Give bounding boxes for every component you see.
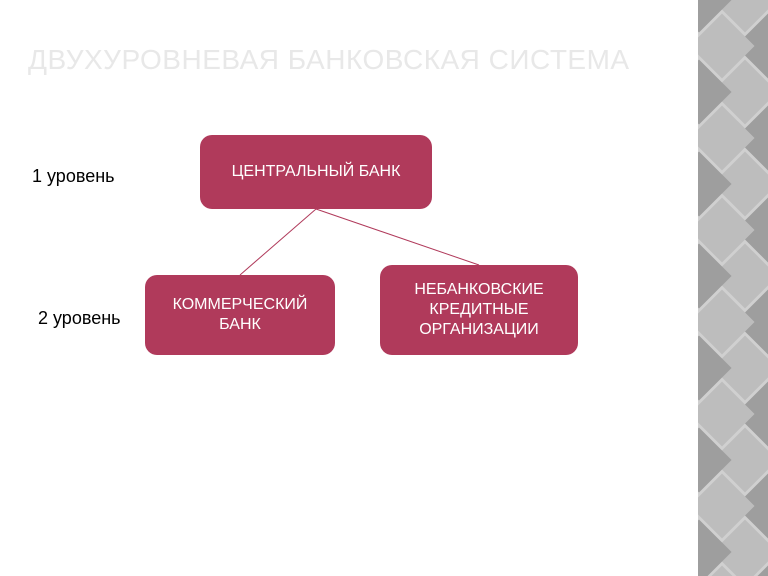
node-nonbank-credit-orgs: НЕБАНКОВСКИЕ КРЕДИТНЫЕ ОРГАНИЗАЦИИ: [380, 265, 578, 355]
slide: ДВУХУРОВНЕВАЯ БАНКОВСКАЯ СИСТЕМА 1 урове…: [0, 0, 768, 576]
level2-label: 2 уровень: [38, 308, 121, 329]
node-commercial-bank: КОММЕРЧЕСКИЙ БАНК: [145, 275, 335, 355]
edge-central-nonbank: [316, 209, 479, 265]
node-central-bank: ЦЕНТРАЛЬНЫЙ БАНК: [200, 135, 432, 209]
slide-title: ДВУХУРОВНЕВАЯ БАНКОВСКАЯ СИСТЕМА: [28, 44, 630, 76]
level1-label: 1 уровень: [32, 166, 115, 187]
side-diamond-pattern: [698, 0, 768, 576]
edge-central-commercial: [240, 209, 316, 275]
